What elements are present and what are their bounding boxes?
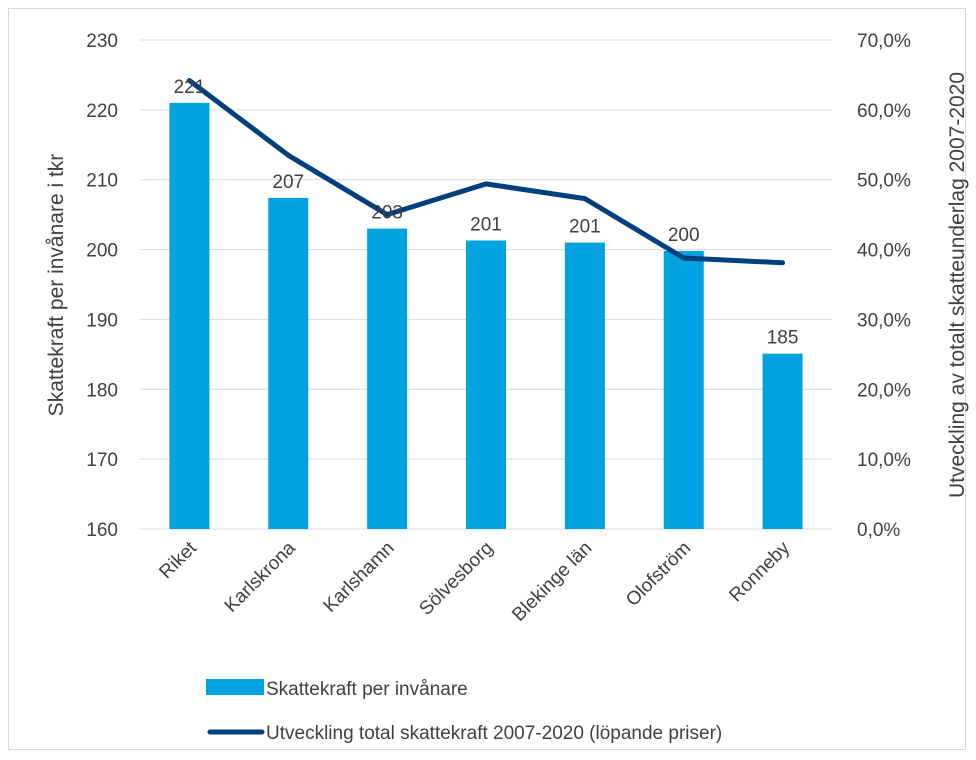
y-right-tick-label: 10,0% xyxy=(857,450,911,471)
y-tick-label: 220 xyxy=(86,101,118,122)
data-label: 201 xyxy=(470,214,502,235)
data-label: 185 xyxy=(767,328,799,349)
x-tick-label: Blekinge län xyxy=(508,538,596,626)
x-tick-label: Karlskrona xyxy=(221,537,300,616)
x-tick-label: Riket xyxy=(155,537,201,583)
y-tick-label: 180 xyxy=(86,380,118,401)
data-label: 203 xyxy=(371,203,403,224)
bar xyxy=(564,242,605,530)
y-right-tick-label: 50,0% xyxy=(857,171,911,192)
bar xyxy=(466,240,506,530)
y-axis-right-title: Utveckling av totalt skatteunderlag 2007… xyxy=(946,72,969,498)
bar xyxy=(663,250,704,529)
y-tick-label: 230 xyxy=(86,31,118,52)
bar xyxy=(367,228,408,529)
y-axis-left-ticks: 160 170 180 190 200 210 220 230 xyxy=(86,31,118,541)
y-tick-label: 210 xyxy=(86,171,118,192)
y-tick-label: 190 xyxy=(86,310,118,331)
y-tick-label: 200 xyxy=(86,241,118,262)
data-label: 200 xyxy=(668,225,700,246)
y-right-tick-label: 60,0% xyxy=(857,101,911,122)
x-tick-label: Olofström xyxy=(622,538,695,611)
y-right-tick-label: 40,0% xyxy=(857,241,911,262)
bar xyxy=(268,197,309,529)
y-right-tick-label: 20,0% xyxy=(857,380,911,401)
data-label: 207 xyxy=(272,172,304,193)
legend-swatch-bar xyxy=(206,679,264,695)
y-tick-label: 170 xyxy=(86,450,118,471)
data-labels: 221 207 203 201 201 200 185 xyxy=(174,77,799,349)
line-path xyxy=(186,78,786,266)
bar-series xyxy=(169,102,803,530)
y-right-tick-label: 30,0% xyxy=(857,310,911,331)
line-series xyxy=(186,78,786,266)
y-tick-label: 160 xyxy=(86,520,118,541)
y-axis-right-ticks: 0,0% 10,0% 20,0% 30,0% 40,0% 50,0% 60,0% 70,0% xyxy=(857,31,911,541)
y-right-tick-label: 70,0% xyxy=(857,31,911,52)
x-axis-ticks: Riket Karlskrona Karlshamn Sölvesborg Blekin… xyxy=(155,537,794,626)
x-tick-label: Sölvesborg xyxy=(415,538,497,620)
data-label: 221 xyxy=(174,77,206,98)
data-label: 201 xyxy=(569,217,601,238)
bar xyxy=(169,102,210,529)
x-tick-label: Karlshamn xyxy=(320,538,399,617)
y-axis-left-title: Skattekraft per invånare i tkr xyxy=(45,154,68,417)
legend-label-bar: Skattekraft per invånare xyxy=(266,679,468,700)
x-tick-label: Ronneby xyxy=(725,537,794,606)
legend: Skattekraft per invånare Utveckling tota… xyxy=(206,679,722,744)
bar xyxy=(762,353,803,529)
legend-label-line: Utveckling total skattekraft 2007-2020 (… xyxy=(266,723,722,744)
y-right-tick-label: 0,0% xyxy=(857,520,900,541)
